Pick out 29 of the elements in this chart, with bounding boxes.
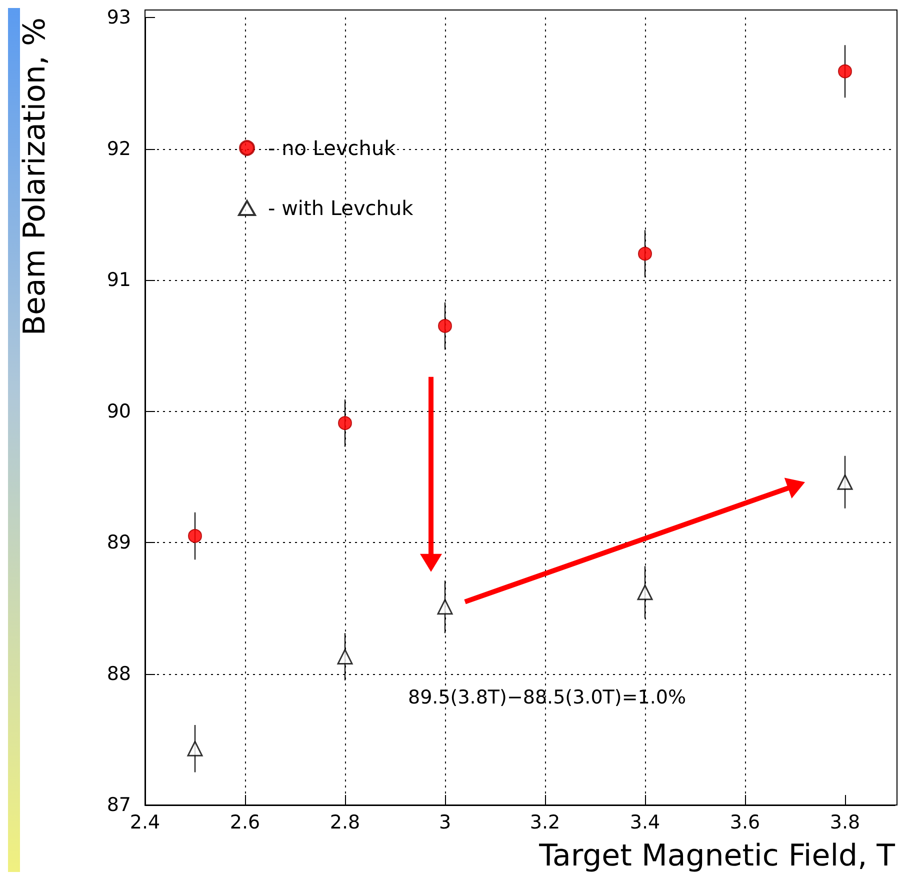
y-tick-label: 92 <box>106 138 131 160</box>
x-tick-label: 2.8 <box>330 812 360 834</box>
point <box>438 318 452 333</box>
x-tick-label: 3.4 <box>630 812 660 834</box>
point <box>437 599 453 615</box>
y-tick-label: 90 <box>106 400 131 422</box>
x-tick-label: 3.2 <box>530 812 560 834</box>
point <box>337 648 353 664</box>
point <box>338 416 352 430</box>
y-tick-label: 88 <box>106 662 131 685</box>
point <box>187 740 203 756</box>
y-tick-label: 93 <box>106 6 131 28</box>
x-tick-label: 3 <box>438 812 452 834</box>
y-axis-title: Beam Polarization, % <box>18 18 52 336</box>
point <box>188 528 202 543</box>
legend-label: - with Levchuk <box>268 196 414 220</box>
y-tick-label: 89 <box>106 532 131 554</box>
x-tick-label: 2.4 <box>130 812 160 834</box>
annotation: 89.5(3.8T)−88.5(3.0T)=1.0% <box>408 686 686 708</box>
point <box>637 584 653 600</box>
point <box>638 246 652 261</box>
point <box>838 64 852 78</box>
point <box>837 474 853 490</box>
x-axis-title: Target Magnetic Field, T <box>538 838 896 874</box>
x-tick-label: 2.6 <box>230 812 260 834</box>
y-tick-label: 91 <box>106 269 131 291</box>
y-tick-label: 87 <box>106 794 131 816</box>
x-tick-label: 3.6 <box>730 812 760 834</box>
x-tick-label: 3.8 <box>830 812 860 834</box>
